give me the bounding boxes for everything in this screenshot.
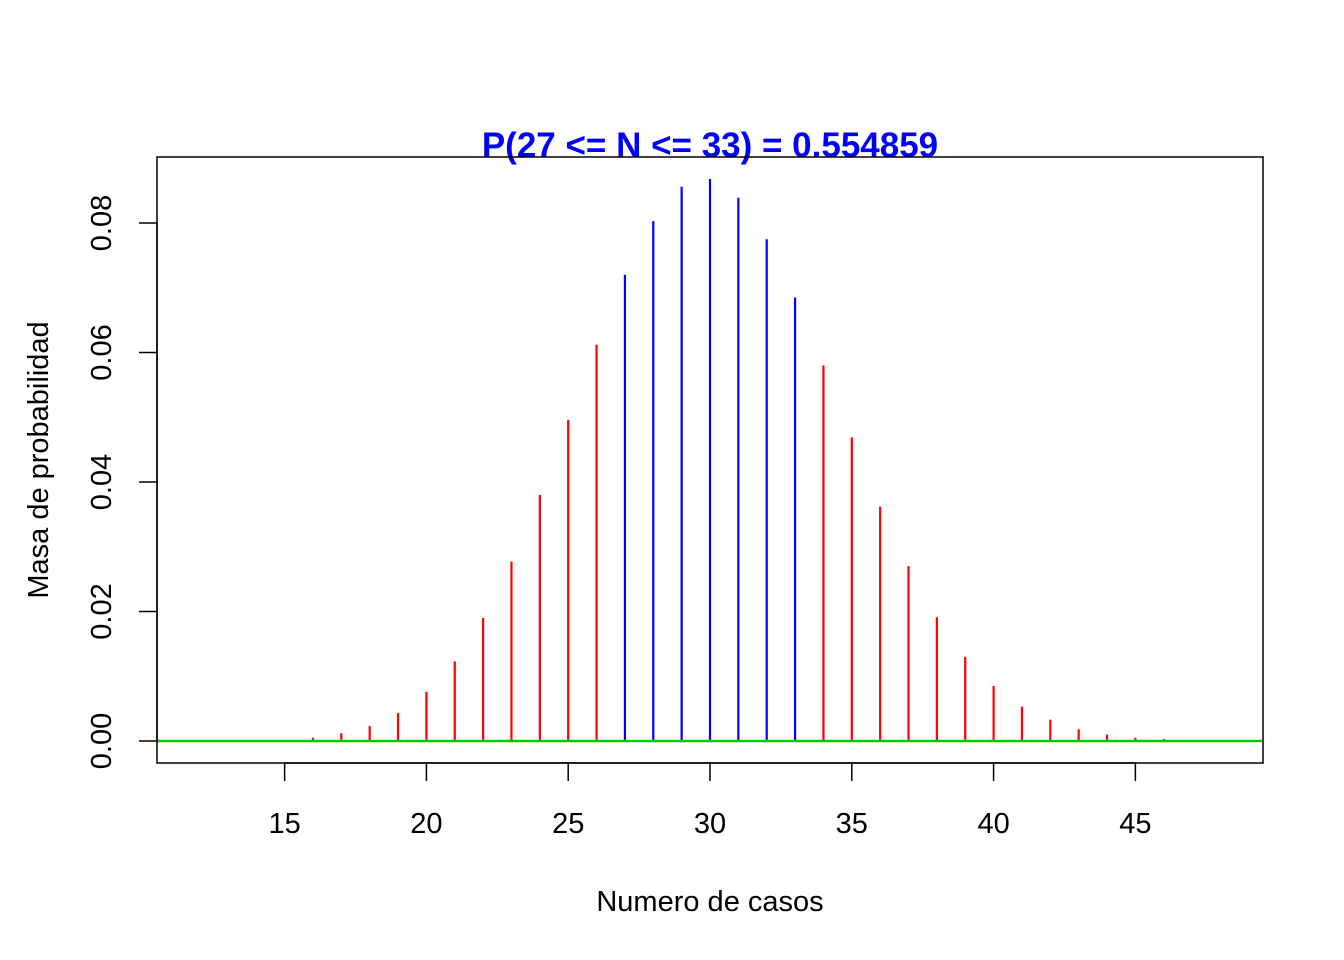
- x-tick-label-40: 40: [977, 808, 1009, 840]
- x-tick-label-25: 25: [552, 808, 584, 840]
- x-tick-label-30: 30: [694, 808, 726, 840]
- y-tick-label-1: 0.02: [86, 583, 118, 639]
- x-axis-label: Numero de casos: [596, 886, 823, 918]
- x-tick-label-45: 45: [1119, 808, 1151, 840]
- y-axis: 0.00 0.02 0.04 0.06 0.08: [86, 195, 158, 769]
- y-tick-label-3: 0.06: [86, 324, 118, 380]
- x-tick-label-20: 20: [410, 808, 442, 840]
- y-tick-label-2: 0.04: [86, 454, 118, 510]
- chart-title: P(27 <= N <= 33) = 0.554859: [482, 126, 938, 165]
- x-tick-label-35: 35: [836, 808, 868, 840]
- bars-group: [311, 179, 1165, 741]
- x-axis: 15 20 25 30 35 40 45: [268, 762, 1152, 840]
- y-axis-label: Masa de probabilidad: [23, 321, 55, 598]
- y-tick-label-0: 0.00: [86, 713, 118, 769]
- x-tick-label-15: 15: [268, 808, 300, 840]
- y-tick-label-4: 0.08: [86, 195, 118, 251]
